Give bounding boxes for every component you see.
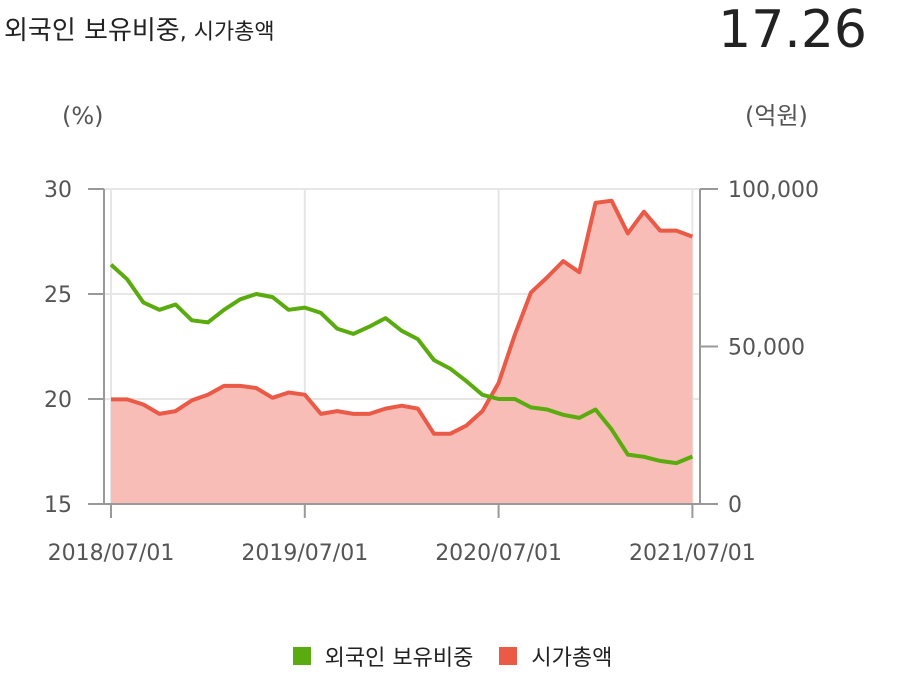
current-value: 17.26 <box>718 0 867 60</box>
legend-label-foreign: 외국인 보유비중 <box>324 646 474 671</box>
foreign-ownership-line <box>109 263 694 466</box>
series-lines <box>109 198 694 466</box>
legend: 외국인 보유비중 시가총액 <box>0 640 905 672</box>
chart-title: 외국인 보유비중, 시가총액 <box>4 10 275 47</box>
left-axis-unit: (%) <box>62 102 104 130</box>
market-cap-fill <box>111 200 693 504</box>
legend-swatch-foreign <box>292 647 311 665</box>
tick-labels: 30 25 20 15 100,000 50,000 0 2018/07/01 2019/07/… <box>44 178 819 566</box>
x-tick-label: 2021/07/01 <box>629 541 756 566</box>
legend-item-foreign[interactable]: 외국인 보유비중 <box>292 640 474 672</box>
chart-svg: (%) (억원) 30 25 20 15 100,000 50,000 0 2018/07/0… <box>44 102 819 566</box>
market-cap-line <box>111 198 694 436</box>
legend-label-market-cap: 시가총액 <box>531 646 613 671</box>
right-tick-label: 0 <box>728 493 742 518</box>
title-sub: , 시가총액 <box>179 20 275 45</box>
x-tick-label: 2019/07/01 <box>241 541 368 566</box>
title-main: 외국인 보유비중 <box>4 16 180 46</box>
right-tick-label: 100,000 <box>728 178 819 203</box>
left-tick-label: 15 <box>44 493 72 518</box>
legend-item-market-cap[interactable]: 시가총액 <box>499 640 612 672</box>
left-tick-label: 30 <box>44 178 72 203</box>
axes <box>88 188 718 518</box>
x-tick-label: 2020/07/01 <box>435 541 562 566</box>
left-tick-label: 25 <box>44 283 72 308</box>
right-axis-unit: (억원) <box>745 102 808 130</box>
market-cap-area <box>111 200 693 504</box>
legend-swatch-market-cap <box>499 647 518 665</box>
right-tick-label: 50,000 <box>728 336 805 361</box>
x-tick-label: 2018/07/01 <box>48 541 175 566</box>
left-tick-label: 20 <box>44 388 72 413</box>
